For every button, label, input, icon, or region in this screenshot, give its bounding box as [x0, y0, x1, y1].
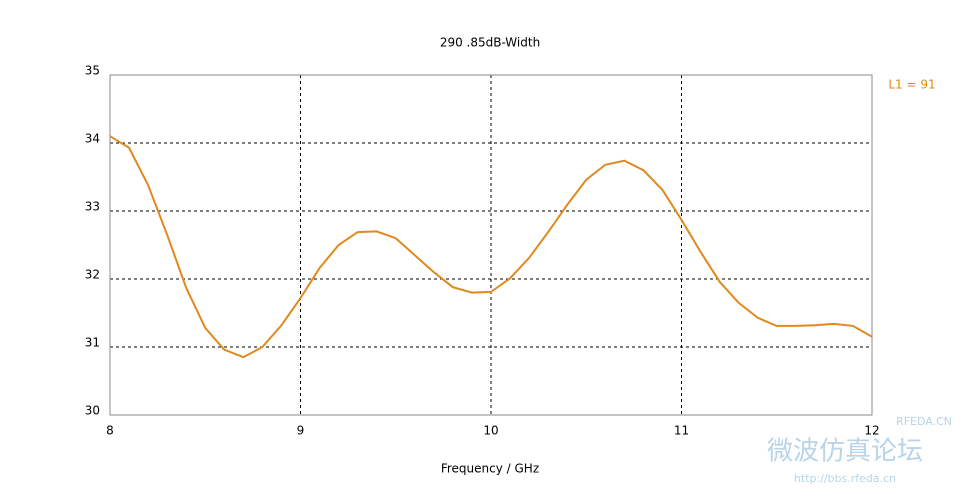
y-tick-label: 35: [85, 64, 100, 78]
x-axis-label: Frequency / GHz: [441, 462, 539, 476]
x-tick-label: 11: [674, 424, 689, 438]
x-tick-label: 9: [297, 424, 305, 438]
chart-title: 290 .85dB-Width: [440, 36, 540, 50]
y-tick-label: 30: [85, 404, 100, 418]
y-tick-label: 33: [85, 200, 100, 214]
y-tick-label: 32: [85, 268, 100, 282]
y-tick-label: 34: [85, 132, 100, 146]
x-tick-label: 10: [483, 424, 498, 438]
watermark: http://bbs.rfeda.cn: [794, 472, 896, 485]
plot-frame: [109, 74, 873, 416]
x-tick-label: 8: [106, 424, 114, 438]
watermark: RFEDA.CN: [896, 415, 952, 428]
data-line: [109, 135, 873, 359]
watermark: 微波仿真论坛: [767, 437, 923, 467]
legend-entry: L1 = 91: [888, 78, 935, 92]
x-tick-label: 12: [864, 424, 879, 438]
y-tick-label: 31: [85, 336, 100, 350]
